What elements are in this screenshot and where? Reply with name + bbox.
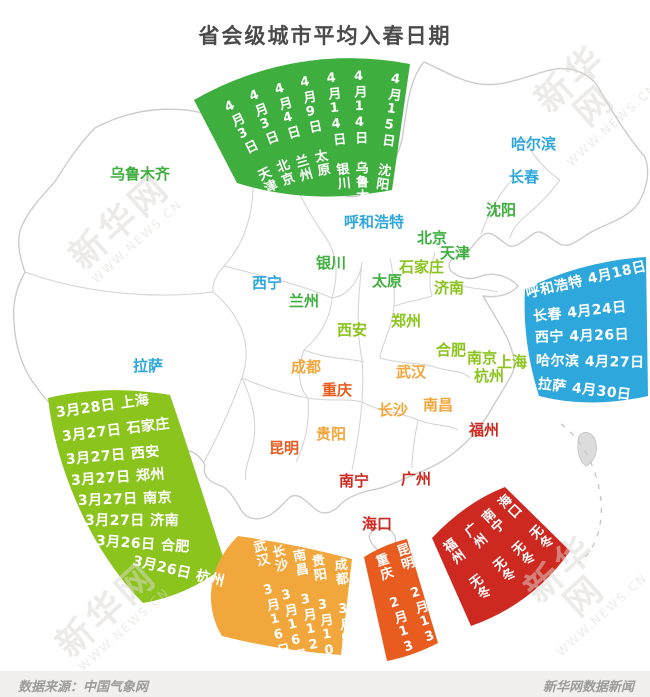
map-label-lhasa: 拉萨 (133, 357, 164, 375)
nine-dash-line (560, 423, 602, 564)
map-label-hefei: 合肥 (436, 341, 467, 359)
arc-shape-late-march (48, 390, 226, 603)
data-source-text: 数据来源：中国气象网 (18, 680, 149, 695)
map-label-taiyuan: 太原 (372, 272, 403, 290)
map-label-chengdu: 成都 (291, 358, 322, 376)
map-label-guangzhou: 广州 (401, 470, 432, 488)
map-label-shijiazhuang: 石家庄 (399, 258, 445, 276)
arc-entry: 哈尔滨 4月27日 (535, 353, 645, 371)
arc-shape-mid-march (210, 536, 352, 655)
arc-entry: 西宁 4月26日 (534, 326, 630, 346)
map-label-guiyang: 贵阳 (316, 425, 347, 443)
map-label-haikou: 海口 (362, 515, 393, 533)
map-label-nanjing: 南京 (467, 349, 498, 367)
map-label-chongqing: 重庆 (322, 381, 353, 399)
map-label-zhengzhou: 郑州 (391, 312, 422, 330)
map-label-hangzhou: 杭州 (474, 367, 505, 385)
map-label-nanchang: 南昌 (423, 396, 454, 414)
map-label-jinan: 济南 (434, 279, 465, 297)
footer-bar: 数据来源：中国气象网 新华网数据新闻 (0, 671, 650, 697)
map-label-yinchuan: 银川 (316, 254, 347, 272)
map-label-tianjin: 天津 (440, 244, 471, 262)
map-label-xining: 西宁 (252, 274, 283, 292)
arc-shape-no-winter (432, 487, 570, 626)
arc-entry: 4月14日 乌鲁木齐 (351, 68, 369, 218)
map-label-fuzhou: 福州 (469, 421, 500, 439)
map-label-urumqi: 乌鲁木齐 (110, 165, 171, 183)
map-label-changsha: 长沙 (378, 401, 409, 419)
map-label-shenyang: 沈阳 (486, 201, 517, 219)
map-label-beijing: 北京 (417, 229, 448, 247)
map-label-kunming: 昆明 (269, 439, 300, 457)
map-label-changchun: 长春 (509, 168, 540, 186)
map-label-lanzhou: 兰州 (289, 292, 320, 310)
province-borders (24, 137, 561, 481)
taiwan-island (577, 432, 597, 467)
credit-text: 新华网数据新闻 (542, 680, 634, 695)
arc-shape-february (364, 539, 438, 661)
page-title: 省会级城市平均入春日期 (198, 24, 452, 48)
map-label-xian: 西安 (337, 321, 368, 339)
map-label-wuhan: 武汉 (396, 363, 427, 381)
arc-shape-late-april (524, 257, 648, 403)
map-label-shanghai: 上海 (497, 353, 528, 371)
map-label-hohhot: 呼和浩特 (344, 213, 405, 231)
map-label-nanning: 南宁 (339, 472, 370, 490)
arc-entry: 3月27日 济南 (85, 513, 180, 529)
map-label-harbin: 哈尔滨 (511, 135, 557, 153)
arc-shape-early-april (194, 58, 410, 197)
arc-entry: 3月27日 南京 (77, 489, 173, 509)
